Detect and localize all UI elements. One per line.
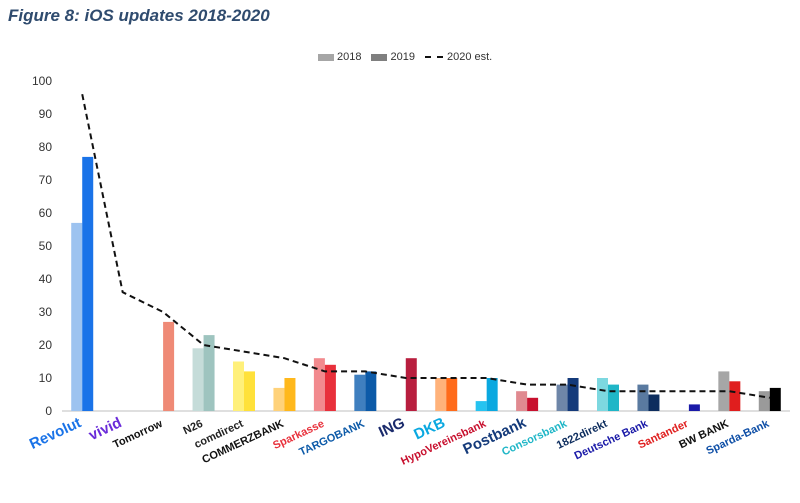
legend-swatch-2018 [318, 53, 334, 61]
bar-2018-revolut [71, 222, 83, 411]
bar-2019-deutsche-bank [648, 394, 660, 411]
bar-2019-targobank [365, 371, 377, 411]
bar-2019-ing [405, 358, 417, 411]
legend-swatch-2019 [371, 53, 388, 61]
bar-2019-tomorrow [163, 321, 175, 411]
bar-2018-dkb [435, 378, 447, 411]
y-tick-label: 90 [39, 107, 53, 121]
bar-2019-n26 [203, 335, 215, 411]
bar-2018-deutsche-bank [637, 384, 649, 411]
bar-2019-revolut [82, 156, 94, 411]
figure-title: Figure 8: iOS updates 2018-2020 [8, 6, 270, 25]
x-category-label-revolut: Revolut [27, 414, 84, 453]
legend-item-2018: 2018 [318, 51, 361, 63]
y-tick-label: 20 [39, 338, 53, 352]
bar-2019-commerzbank [284, 378, 296, 411]
bar-2019-sparkasse [324, 364, 336, 411]
y-tick-label: 60 [39, 206, 53, 220]
bar-2018-1822direkt [597, 378, 608, 411]
bar-2019-santander [688, 404, 700, 411]
y-tick-label: 0 [45, 404, 52, 418]
legend-swatch-2020-dashed-line [424, 56, 443, 58]
y-tick-label: 10 [39, 371, 53, 385]
bar-2019-1822direkt [608, 384, 619, 411]
bar-2019-bw-bank [729, 381, 741, 411]
legend-item-2020: 2020 est. [424, 51, 493, 63]
bar-2018-targobank [354, 374, 366, 411]
legend-label-2018: 2018 [337, 51, 362, 63]
y-tick-label: 40 [39, 272, 53, 286]
legend-label-2020: 2020 est. [446, 51, 493, 63]
y-tick-label: 30 [39, 305, 53, 319]
bar-2018-consorsbank [556, 384, 568, 411]
x-category-label-n26: N26 [181, 418, 204, 437]
bar-2019-postbank [527, 397, 539, 411]
line-2020-est [81, 93, 770, 399]
x-category-label-ing: ING [376, 414, 407, 441]
bar-2018-commerzbank [273, 387, 285, 411]
bar-2018-sparkasse [313, 358, 325, 411]
bar-2019-comdirect [244, 371, 255, 411]
y-tick-label: 80 [39, 140, 53, 154]
bar-2018-sparda-bank [758, 391, 770, 411]
bar-2019-hypovereinsbank [486, 378, 498, 411]
y-tick-label: 100 [32, 74, 52, 88]
chart-legend: 2018 2019 2020 est. [318, 51, 498, 63]
y-tick-label: 70 [39, 173, 53, 187]
bar-2018-postbank [516, 391, 528, 411]
bar-2018-n26 [192, 348, 204, 411]
bar-2019-consorsbank [567, 378, 579, 411]
legend-item-2019: 2019 [371, 51, 415, 63]
bar-2019-dkb [446, 378, 458, 411]
bar-2019-sparda-bank [769, 387, 781, 411]
legend-label-2019: 2019 [390, 51, 415, 63]
bar-2018-comdirect [233, 361, 244, 411]
bar-2018-hypovereinsbank [475, 401, 487, 411]
y-tick-label: 50 [39, 239, 53, 253]
